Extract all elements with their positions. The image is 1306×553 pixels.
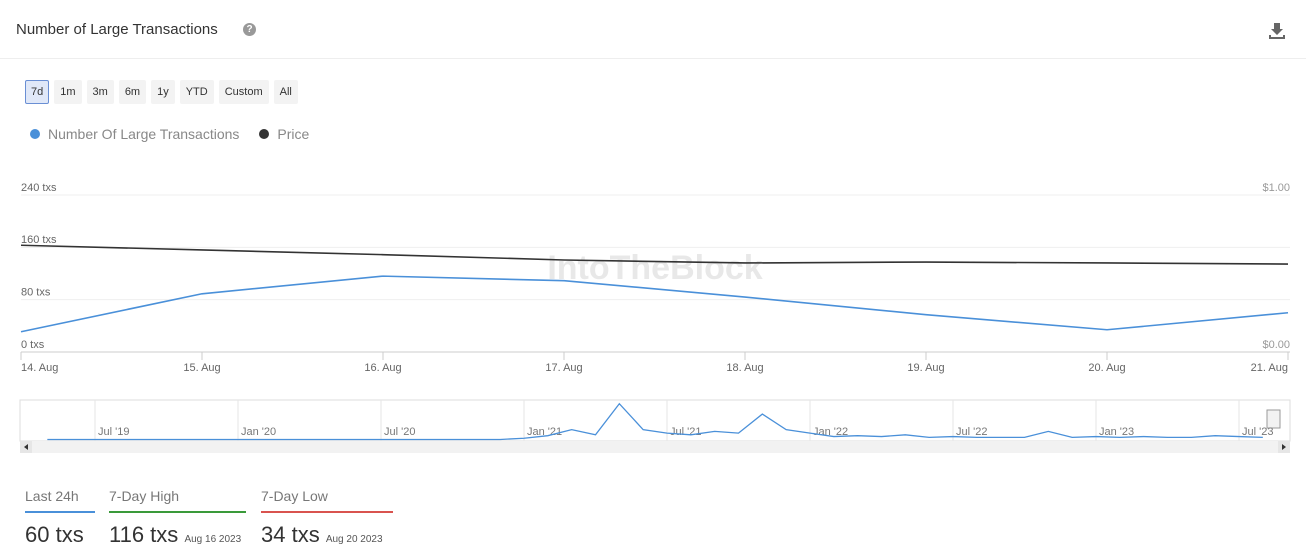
stat-label: 7-Day Low — [261, 488, 393, 513]
x-tick-label: 17. Aug — [545, 362, 582, 374]
download-icon[interactable] — [1268, 22, 1286, 40]
navigator-handle — [1266, 409, 1281, 429]
range-button[interactable]: 6m — [118, 80, 147, 104]
legend: Number Of Large Transactions Price — [30, 126, 309, 142]
range-buttons: 7d 1m 3m 6m 1y YTD Custom All — [25, 80, 298, 104]
stat-value-row: 60 txs — [25, 522, 95, 548]
help-icon[interactable]: ? — [243, 23, 256, 36]
navigator-line — [47, 402, 1263, 441]
navigator-label: Jan '23 — [1099, 426, 1134, 438]
y2-tick-label: $0.00 — [1262, 339, 1290, 351]
navigator-label: Jul '22 — [956, 426, 987, 438]
navigator-label: Jan '22 — [813, 426, 848, 438]
legend-label: Number Of Large Transactions — [48, 126, 240, 142]
navigator-label: Jul '21 — [670, 426, 701, 438]
stat: 7-Day High 116 txs Aug 16 2023 — [109, 488, 246, 548]
navigator-label: Jan '21 — [527, 426, 562, 438]
navigator-label: Jul '20 — [384, 426, 415, 438]
range-button[interactable]: 1m — [54, 80, 82, 104]
x-tick-label: 21. Aug — [1251, 362, 1288, 374]
stat-value: 34 txs — [261, 522, 320, 547]
range-button[interactable]: All — [273, 80, 298, 104]
navigator-frame — [19, 399, 1291, 442]
legend-dot — [259, 129, 270, 139]
legend-item[interactable]: Number Of Large Transactions — [30, 126, 239, 142]
x-tick-label: 20. Aug — [1088, 362, 1125, 374]
stat: 7-Day Low 34 txs Aug 20 2023 — [261, 488, 393, 548]
stat-label: Last 24h — [25, 488, 95, 513]
y2-tick-label: $1.00 — [1262, 182, 1290, 194]
y-tick-label: 160 txs — [21, 234, 57, 246]
range-button[interactable]: Custom — [218, 80, 269, 104]
legend-label: Price — [277, 126, 310, 142]
range-button[interactable]: YTD — [179, 80, 214, 104]
x-tick-label: 15. Aug — [183, 362, 220, 374]
stat-label: 7-Day High — [109, 488, 246, 513]
divider — [0, 58, 1306, 59]
legend-item[interactable]: Price — [259, 126, 309, 142]
x-tick-label: 14. Aug — [21, 362, 58, 374]
navigator-label: Jan '20 — [241, 426, 276, 438]
scroll-right — [1278, 441, 1290, 453]
y-tick-label: 0 txs — [21, 339, 45, 351]
range-button[interactable]: 1y — [151, 80, 175, 104]
y-tick-label: 80 txs — [21, 287, 51, 299]
x-tick-label: 18. Aug — [726, 362, 763, 374]
range-button[interactable]: 3m — [86, 80, 114, 104]
stat-value-row: 34 txs Aug 20 2023 — [261, 522, 393, 548]
stat-value: 116 txs — [109, 522, 179, 547]
data-line — [20, 275, 1289, 333]
range-button[interactable]: 7d — [25, 80, 50, 104]
stat-date: Aug 20 2023 — [325, 534, 383, 545]
stat-value-row: 116 txs Aug 16 2023 — [109, 522, 246, 548]
legend-dot — [30, 129, 40, 139]
watermark: IntoTheBlock — [547, 249, 762, 287]
data-line — [20, 244, 1289, 265]
x-tick-label: 19. Aug — [907, 362, 944, 374]
stat-date: Aug 16 2023 — [184, 534, 242, 545]
navigator-label: Jul '23 — [1242, 426, 1273, 438]
x-tick-label: 16. Aug — [364, 362, 401, 374]
widget-title: Number of Large Transactions — [16, 21, 218, 38]
y-tick-label: 240 txs — [21, 182, 57, 194]
navigator-label: Jul '19 — [98, 426, 129, 438]
scroll-left — [20, 441, 32, 453]
stat: Last 24h 60 txs — [25, 488, 95, 548]
stat-value: 60 txs — [25, 522, 84, 547]
scrollbar — [20, 441, 1290, 453]
